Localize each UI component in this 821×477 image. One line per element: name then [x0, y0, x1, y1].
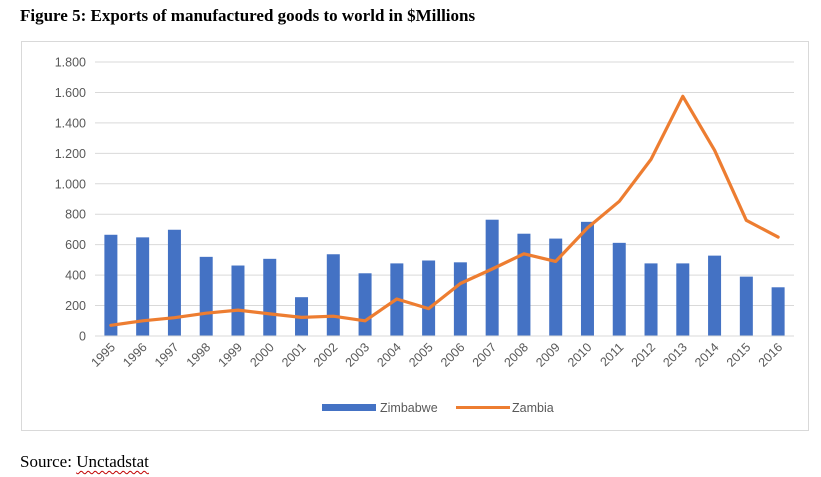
y-tick-label: 1.400 — [55, 116, 86, 130]
source-name: Unctadstat — [76, 452, 149, 471]
source-note: Source: Unctadstat — [20, 452, 149, 472]
x-tick-label: 2013 — [660, 340, 690, 370]
x-tick-label: 2002 — [311, 340, 341, 370]
bar-zimbabwe-2006 — [453, 262, 467, 336]
legend-swatch-zimbabwe — [322, 404, 376, 411]
x-tick-label: 1995 — [88, 340, 118, 370]
zambia-line — [109, 94, 780, 327]
x-tick-label: 2010 — [565, 340, 595, 370]
bar-zimbabwe-2003 — [358, 273, 372, 336]
y-tick-label: 600 — [65, 238, 86, 252]
y-tick-label: 1.200 — [55, 147, 86, 161]
bar-zimbabwe-2007 — [485, 219, 499, 336]
bar-zimbabwe-2005 — [422, 260, 436, 336]
bar-zimbabwe-2015 — [739, 276, 753, 336]
x-axis-ticks: 1995 1996 1997 1998 1999 2000 2001 2002 2003 2004… — [88, 340, 785, 370]
x-tick-label: 2005 — [406, 340, 436, 370]
line-zambia — [109, 94, 780, 327]
bar-zimbabwe-2002 — [326, 254, 340, 336]
x-tick-label: 2008 — [501, 340, 531, 370]
y-axis-ticks: 0 200 400 600 800 1.000 1.200 1.400 1.600 1.800 — [55, 56, 86, 344]
x-tick-label: 2001 — [279, 340, 309, 370]
x-tick-label: 1998 — [184, 340, 214, 370]
y-tick-label: 200 — [65, 299, 86, 313]
y-tick-label: 1.600 — [55, 86, 86, 100]
legend-label-zimbabwe: Zimbabwe — [380, 401, 438, 415]
bar-zimbabwe-2010 — [580, 221, 594, 336]
bar-zimbabwe-2000 — [263, 258, 277, 336]
y-tick-label: 1.000 — [55, 177, 86, 191]
y-tick-label: 1.800 — [55, 56, 86, 70]
source-label: Source: — [20, 452, 77, 471]
x-tick-label: 2000 — [247, 340, 277, 370]
x-tick-label: 1996 — [120, 340, 150, 370]
x-tick-label: 2007 — [470, 340, 500, 370]
chart-frame: 0 200 400 600 800 1.000 1.200 1.400 1.600 1.800 1… — [21, 41, 809, 431]
bar-zimbabwe-1995 — [104, 234, 118, 336]
bar-zimbabwe-1996 — [136, 237, 150, 336]
bar-zimbabwe-1997 — [167, 229, 181, 336]
bar-zimbabwe-2013 — [676, 263, 690, 336]
y-tick-label: 400 — [65, 269, 86, 283]
x-tick-label: 2011 — [597, 340, 626, 369]
x-tick-label: 1999 — [216, 340, 246, 370]
bar-zimbabwe-2016 — [771, 287, 785, 336]
bar-zimbabwe-2014 — [708, 255, 722, 336]
y-tick-label: 800 — [65, 208, 86, 222]
zimbabwe-bars — [104, 219, 785, 336]
x-tick-label: 2004 — [374, 340, 404, 370]
chart: 0 200 400 600 800 1.000 1.200 1.400 1.600 1.800 1… — [55, 56, 794, 415]
x-tick-label: 1997 — [152, 340, 182, 370]
bar-zimbabwe-2011 — [612, 242, 626, 336]
bar-zimbabwe-2008 — [517, 233, 531, 336]
x-tick-label: 2016 — [756, 340, 786, 370]
x-tick-label: 2003 — [343, 340, 373, 370]
x-tick-label: 2006 — [438, 340, 468, 370]
y-tick-label: 0 — [79, 330, 86, 344]
x-tick-label: 2009 — [533, 340, 563, 370]
bar-zimbabwe-2009 — [549, 238, 563, 336]
bar-zimbabwe-2012 — [644, 263, 658, 336]
legend: Zimbabwe Zambia — [322, 401, 554, 415]
bar-zimbabwe-1999 — [231, 265, 245, 336]
bar-zimbabwe-1998 — [199, 256, 213, 336]
x-tick-label: 2012 — [629, 340, 659, 370]
x-tick-label: 2015 — [724, 340, 754, 370]
legend-label-zambia: Zambia — [512, 401, 554, 415]
x-tick-label: 2014 — [692, 340, 722, 370]
figure-title: Figure 5: Exports of manufactured goods … — [20, 6, 476, 25]
